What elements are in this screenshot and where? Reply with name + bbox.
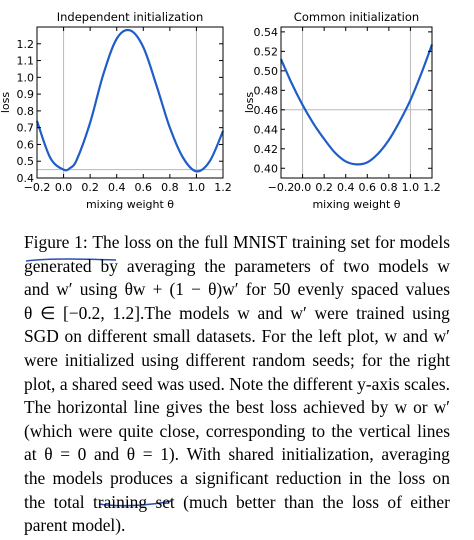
x-tick-label: 1.2 xyxy=(214,181,232,194)
y-tick-label: 0.50 xyxy=(254,65,279,78)
x-axis-label: mixing weight θ xyxy=(312,198,400,211)
figure-caption: Figure 1: The loss on the full MNIST training set… xyxy=(24,231,450,538)
handwritten-underline xyxy=(25,258,117,262)
y-tick-label: 1.0 xyxy=(17,71,35,84)
loss-curve xyxy=(35,28,225,173)
y-tick-label: 0.6 xyxy=(17,138,35,151)
caption-line: at θ = 0 and θ = 1). With shared initialization, av… xyxy=(24,444,450,465)
y-tick-label: 1.2 xyxy=(17,38,35,51)
figure-panels: −0.2 0.0 0.2 0.4 0.6 0.8 1.0 1.20.40.50.60.70.8… xyxy=(0,10,441,211)
y-tick-label: 0.40 xyxy=(254,162,279,175)
y-tick-label: 0.44 xyxy=(254,123,279,136)
x-tick-label: 0.0 xyxy=(294,181,312,194)
caption-line: were initialized using different random seeds… xyxy=(24,349,450,370)
y-tick-label: 0.4 xyxy=(17,172,35,185)
x-tick-label: 0.0 xyxy=(55,181,73,194)
plot-common-initialization: −0.2 0.0 0.2 0.4 0.6 0.8 1.0 1.2 0.40 0.42 0.44 0.4… xyxy=(243,10,441,211)
caption-line: θ ∈ [−0.2, 1.2].The models w and w′ were trained u… xyxy=(24,302,450,323)
y-tick-label: 0.54 xyxy=(254,26,279,39)
y-tick-label: 0.48 xyxy=(254,84,279,97)
x-tick-label: 0.8 xyxy=(161,181,179,194)
caption-line: plot, a shared seed was used. Note the different… xyxy=(24,373,450,394)
x-tick-label: 1.2 xyxy=(423,181,441,194)
x-tick-label: 0.8 xyxy=(380,181,398,194)
x-tick-label: 0.6 xyxy=(359,181,377,194)
caption-line: and w′ using θw + (1− θ)w′ for 50 evenly spaced val… xyxy=(24,279,450,300)
x-axis-label: mixing weight θ xyxy=(86,198,174,211)
y-tick-label: 0.5 xyxy=(17,155,35,168)
plot-frame xyxy=(280,26,433,179)
handwritten-underline-2 xyxy=(98,500,172,507)
plot-title: Independent initialization xyxy=(57,10,203,24)
x-tick-label: 0.4 xyxy=(108,181,126,194)
x-tick-label: 0.6 xyxy=(135,181,153,194)
y-tick-label: 0.7 xyxy=(17,122,35,135)
plot-frame xyxy=(36,26,224,179)
caption-line: parent model). xyxy=(24,515,126,536)
y-axis-label: loss xyxy=(243,92,256,114)
y-tick-label: 0.42 xyxy=(254,143,279,156)
y-tick-label: 0.52 xyxy=(254,45,279,58)
caption-line: (which were quite close, corresponding to the v… xyxy=(24,420,450,441)
x-tick-label: 0.4 xyxy=(337,181,355,194)
y-tick-label: 0.8 xyxy=(17,105,35,118)
y-tick-label: 1.1 xyxy=(17,55,35,68)
y-tick-label: 0.9 xyxy=(17,88,35,101)
caption-line: Figure 1: The loss on the full MNIST training set… xyxy=(24,232,450,252)
caption-line: SGD on different small datasets. For the left pl… xyxy=(24,326,450,347)
y-axis-label: loss xyxy=(0,92,12,114)
x-tick-label: −0.2 xyxy=(24,181,51,194)
caption-line: the models produces a significant reduction in… xyxy=(24,467,450,488)
x-tick-label: −0.2 xyxy=(268,181,295,194)
x-tick-label: 0.2 xyxy=(81,181,99,194)
loss-curve xyxy=(279,44,434,166)
caption-line: the total training set (much better than the los… xyxy=(24,491,450,512)
x-tick-label: 1.0 xyxy=(188,181,206,194)
plot-independent-initialization: −0.2 0.0 0.2 0.4 0.6 0.8 1.0 1.2 0.4 0.5 0.6 0.7 0.8… xyxy=(0,10,232,211)
caption-line: generated by averaging the parameters of two mo… xyxy=(24,255,450,276)
y-tick-label: 0.46 xyxy=(254,104,279,117)
x-tick-label: 1.0 xyxy=(402,181,420,194)
plot-title: Common initialization xyxy=(294,10,419,24)
caption-line: The horizontal line gives the best loss achieve… xyxy=(24,397,450,418)
x-tick-label: 0.2 xyxy=(315,181,333,194)
